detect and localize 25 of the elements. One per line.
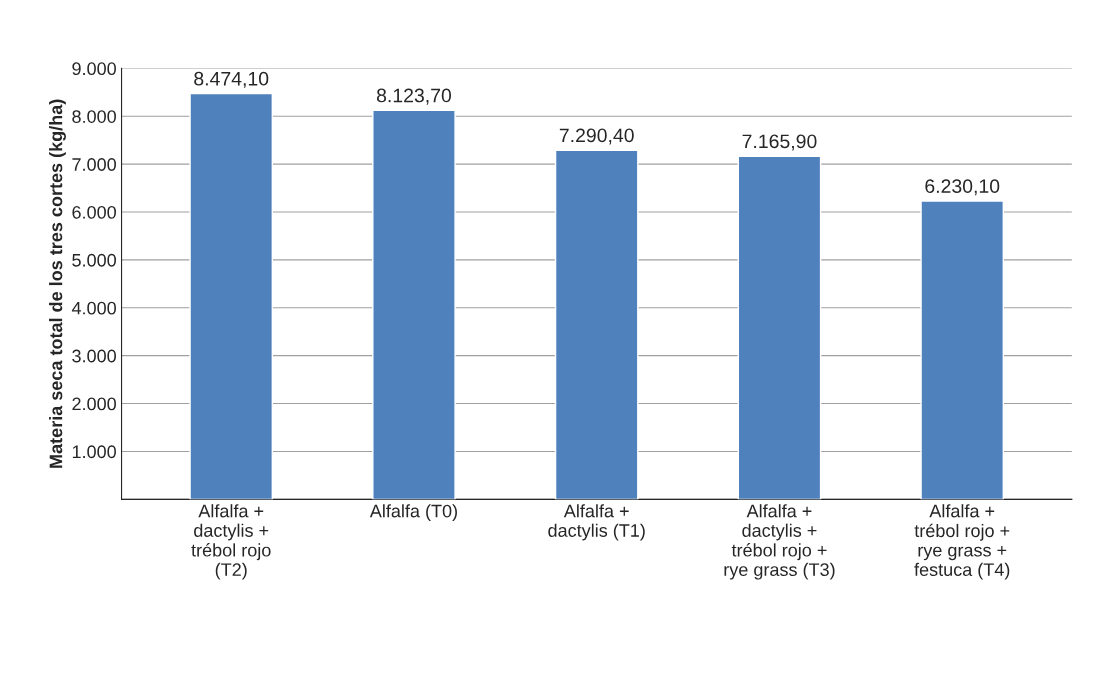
y-axis-title: Materia seca total de los tres cortes (kg/ha) — [49, 99, 66, 468]
data-label: 7.290,40 — [559, 128, 634, 145]
bar — [372, 109, 456, 500]
y-tick-label: 5.000 — [72, 253, 116, 267]
y-tick-label: 4.000 — [71, 301, 116, 315]
bar — [737, 155, 822, 500]
data-label: 8.474,10 — [194, 71, 269, 88]
y-tick-label: 2.000 — [72, 397, 116, 411]
data-label: 6.230,10 — [925, 179, 1000, 196]
y-tick-label: 6.000 — [72, 205, 116, 219]
y-tick-label: 7.000 — [72, 158, 116, 171]
y-tick-label: 1.000 — [72, 445, 116, 459]
y-tick-label: 3.000 — [72, 349, 116, 363]
bar — [920, 200, 1005, 500]
y-tick-label: 8.000 — [72, 110, 116, 123]
x-tick-label: Alfalfa + trébol rojo + rye grass + festuca (T4) — [914, 504, 1010, 580]
bar — [189, 92, 274, 500]
x-tick-label: Alfalfa + dactylis (T1) — [548, 504, 645, 541]
data-label: 8.123,70 — [376, 88, 452, 105]
bar — [554, 149, 639, 500]
data-label: 7.165,90 — [742, 134, 817, 151]
y-tick-label: 9.000 — [72, 62, 116, 76]
x-tick-label: Alfalfa + dactylis + trébol rojo (T2) — [191, 504, 271, 580]
x-tick-label: Alfalfa + dactylis + trébol rojo + rye grass (T3) — [724, 504, 835, 580]
x-tick-label: Alfalfa (T0) — [369, 504, 457, 521]
